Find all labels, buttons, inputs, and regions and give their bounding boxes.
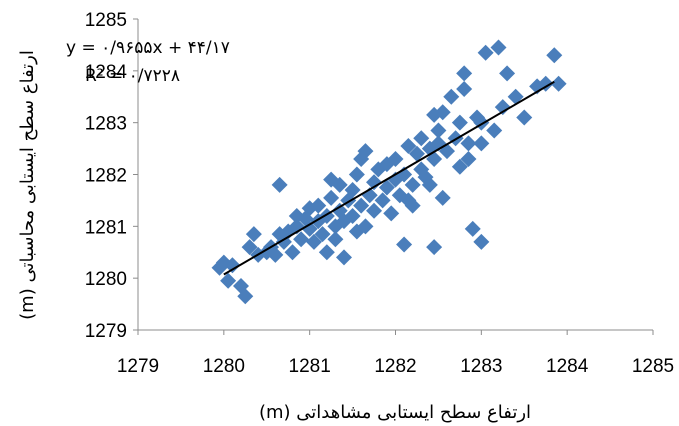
data-point <box>473 114 490 131</box>
x-tick-label: 1283 <box>460 356 502 377</box>
data-point <box>490 39 507 56</box>
data-point <box>318 244 335 261</box>
data-point <box>460 135 477 152</box>
data-point <box>366 174 383 191</box>
data-point <box>271 176 288 193</box>
data-point <box>387 150 404 167</box>
x-axis-title: ارتفاع سطح ایستابی مشاهداتی (m) <box>259 402 531 423</box>
data-point <box>404 176 421 193</box>
data-point <box>357 143 374 160</box>
y-tick-label: 1282 <box>85 166 127 187</box>
data-point <box>336 249 352 266</box>
r-squared-label: R² = ۰/۷۲۲۸ <box>85 66 180 86</box>
data-point <box>400 137 417 154</box>
regression-equation: y = ۰/۹۶۵۵x + ۴۴/۱۷ <box>66 38 230 58</box>
data-point <box>220 272 237 289</box>
data-point <box>374 192 391 209</box>
data-point <box>464 220 481 237</box>
data-point <box>301 220 318 237</box>
data-point <box>499 65 516 82</box>
data-point <box>383 205 400 222</box>
y-tick-label: 1285 <box>85 10 127 31</box>
y-axis-title: ارتفاع سطح ایستابی محاسباتی (m) <box>17 50 38 320</box>
trendline <box>223 80 555 276</box>
data-point <box>477 44 494 61</box>
data-point <box>537 75 554 92</box>
data-point <box>396 236 413 253</box>
data-point <box>237 288 254 305</box>
x-tick-label: 1281 <box>289 356 331 377</box>
data-point <box>331 176 348 193</box>
data-point <box>494 99 511 116</box>
y-tick-label: 1279 <box>85 321 127 342</box>
data-point <box>224 257 241 274</box>
x-tick-label: 1285 <box>632 356 674 377</box>
data-point <box>486 122 503 139</box>
y-tick-label: 1283 <box>85 114 127 135</box>
data-point <box>516 109 533 126</box>
data-point <box>473 233 490 250</box>
data-point <box>284 244 301 261</box>
data-point <box>267 246 284 263</box>
data-point <box>378 179 395 196</box>
y-tick-label: 1281 <box>85 217 127 238</box>
data-points <box>211 39 567 305</box>
data-point <box>430 122 447 139</box>
data-point <box>293 231 310 248</box>
data-point <box>353 197 370 214</box>
y-tick-labels: 1279 1280 1281 1282 1283 1284 1285 <box>85 10 138 342</box>
data-point <box>426 239 443 256</box>
data-point <box>357 218 374 235</box>
x-tick-labels: 1279 1280 1281 1282 1283 1284 1285 <box>117 330 674 377</box>
data-point <box>434 189 451 206</box>
data-point <box>245 226 262 243</box>
data-point <box>396 166 413 183</box>
data-point <box>550 75 567 92</box>
data-point <box>443 88 460 105</box>
data-point <box>507 88 524 105</box>
data-point <box>348 166 365 183</box>
data-point <box>327 231 344 248</box>
data-point <box>344 207 361 224</box>
y-tick-label: 1284 <box>85 62 128 83</box>
data-point <box>460 150 477 167</box>
data-point <box>473 135 490 152</box>
x-tick-label: 1282 <box>374 356 416 377</box>
data-point <box>434 104 451 121</box>
data-point <box>305 233 322 250</box>
x-tick-label: 1280 <box>203 356 245 377</box>
data-point <box>404 197 421 214</box>
data-point <box>451 158 468 175</box>
y-tick-label: 1280 <box>85 269 127 290</box>
data-point <box>413 130 430 147</box>
data-point <box>456 65 473 82</box>
data-point <box>408 145 425 162</box>
data-point <box>546 47 563 64</box>
data-point <box>344 182 361 199</box>
data-point <box>421 176 438 193</box>
data-point <box>314 226 331 243</box>
data-point <box>366 202 383 219</box>
data-point <box>323 189 340 206</box>
data-point <box>451 114 468 131</box>
x-tick-label: 1284 <box>546 356 589 377</box>
data-point <box>310 197 327 214</box>
data-point <box>456 80 473 97</box>
x-tick-label: 1279 <box>117 356 159 377</box>
data-point <box>241 239 258 256</box>
